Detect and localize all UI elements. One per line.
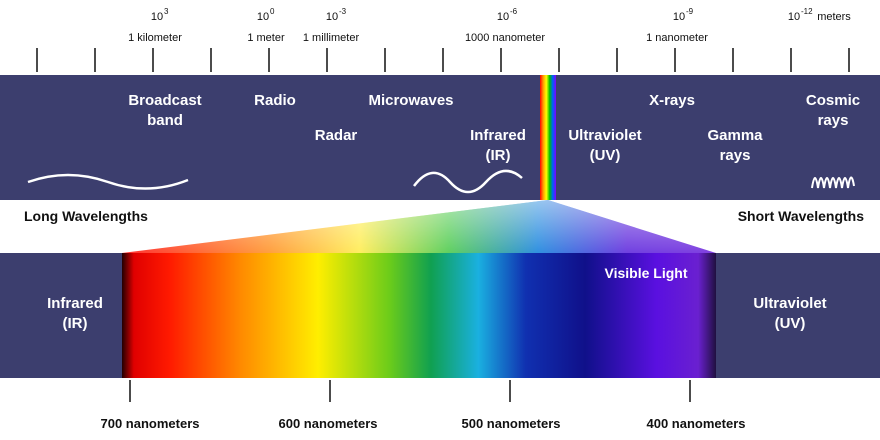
band-label: Broadcast band xyxy=(128,92,201,129)
power-exponent: 3 xyxy=(164,7,169,16)
wavelength-label: 400 nanometers xyxy=(647,416,746,431)
scale-ticks xyxy=(36,48,850,72)
power-base: 10 xyxy=(673,11,685,23)
band-line: (UV) xyxy=(590,147,621,164)
band-line: rays xyxy=(818,112,849,129)
power-exponent: 0 xyxy=(270,7,275,16)
infrared-box xyxy=(0,253,122,378)
scale-label: 1 meter xyxy=(247,32,285,44)
ultraviolet-label: Ultraviolet (UV) xyxy=(753,295,826,332)
spectrum-band xyxy=(0,75,880,200)
power-exponent: -3 xyxy=(339,7,347,16)
long-wavelengths: Long Wavelengths xyxy=(24,208,148,224)
power-base: 10 xyxy=(788,11,800,23)
wavelength-label: 600 nanometers xyxy=(279,416,378,431)
band-label: Gamma rays xyxy=(707,127,763,164)
short-wave xyxy=(811,176,855,189)
long-wave xyxy=(27,173,189,190)
label-line: (IR) xyxy=(63,315,88,332)
label-line: (UV) xyxy=(775,315,806,332)
label-line: Infrared xyxy=(47,295,103,312)
scale-label: 1 nanometer xyxy=(646,32,708,44)
band-line: Ultraviolet xyxy=(568,127,641,144)
band-line: Infrared xyxy=(470,127,526,144)
band-line: Broadcast xyxy=(128,92,201,109)
band-label: Radar xyxy=(315,127,358,144)
scale-label: 1 kilometer xyxy=(128,32,182,44)
wavelength-label: 700 nanometers xyxy=(101,416,200,431)
ultraviolet-box xyxy=(716,253,880,378)
infrared-label: Infrared (IR) xyxy=(47,295,103,332)
scale-label: 1 millimeter xyxy=(303,32,360,44)
band-line: band xyxy=(147,112,183,129)
power-base: 10 xyxy=(151,11,163,23)
band-label: Microwaves xyxy=(368,92,453,109)
short-wavelengths: Short Wavelengths xyxy=(738,208,864,224)
wavelength-label: 500 nanometers xyxy=(462,416,561,431)
power-exponent: -12 xyxy=(801,7,813,16)
band-label: X-rays xyxy=(649,92,695,109)
scale-label: 1000 nanometer xyxy=(465,32,545,44)
power-base: 10 xyxy=(257,11,269,23)
scale-unit: meters xyxy=(817,11,851,23)
band-line: rays xyxy=(720,147,751,164)
band-line: Gamma xyxy=(707,127,763,144)
band-label: Ultraviolet (UV) xyxy=(568,127,641,164)
band-label: Infrared (IR) xyxy=(470,127,526,164)
power-base: 10 xyxy=(497,11,509,23)
band-line: (IR) xyxy=(486,147,511,164)
band-line: Cosmic xyxy=(806,92,860,109)
power-exponent: -9 xyxy=(686,7,694,16)
power-exponent: -6 xyxy=(510,7,518,16)
band-label: Cosmic rays xyxy=(806,92,860,129)
wavelength-ticks xyxy=(129,380,691,402)
power-base: 10 xyxy=(326,11,338,23)
visible-title: Visible Light xyxy=(605,265,688,281)
label-line: Ultraviolet xyxy=(753,295,826,312)
visible-spectrum xyxy=(122,253,716,378)
micro-wave xyxy=(413,169,523,194)
rainbow-strip xyxy=(540,75,556,200)
visible-fan-shade xyxy=(122,200,716,253)
band-label: Radio xyxy=(254,92,296,109)
